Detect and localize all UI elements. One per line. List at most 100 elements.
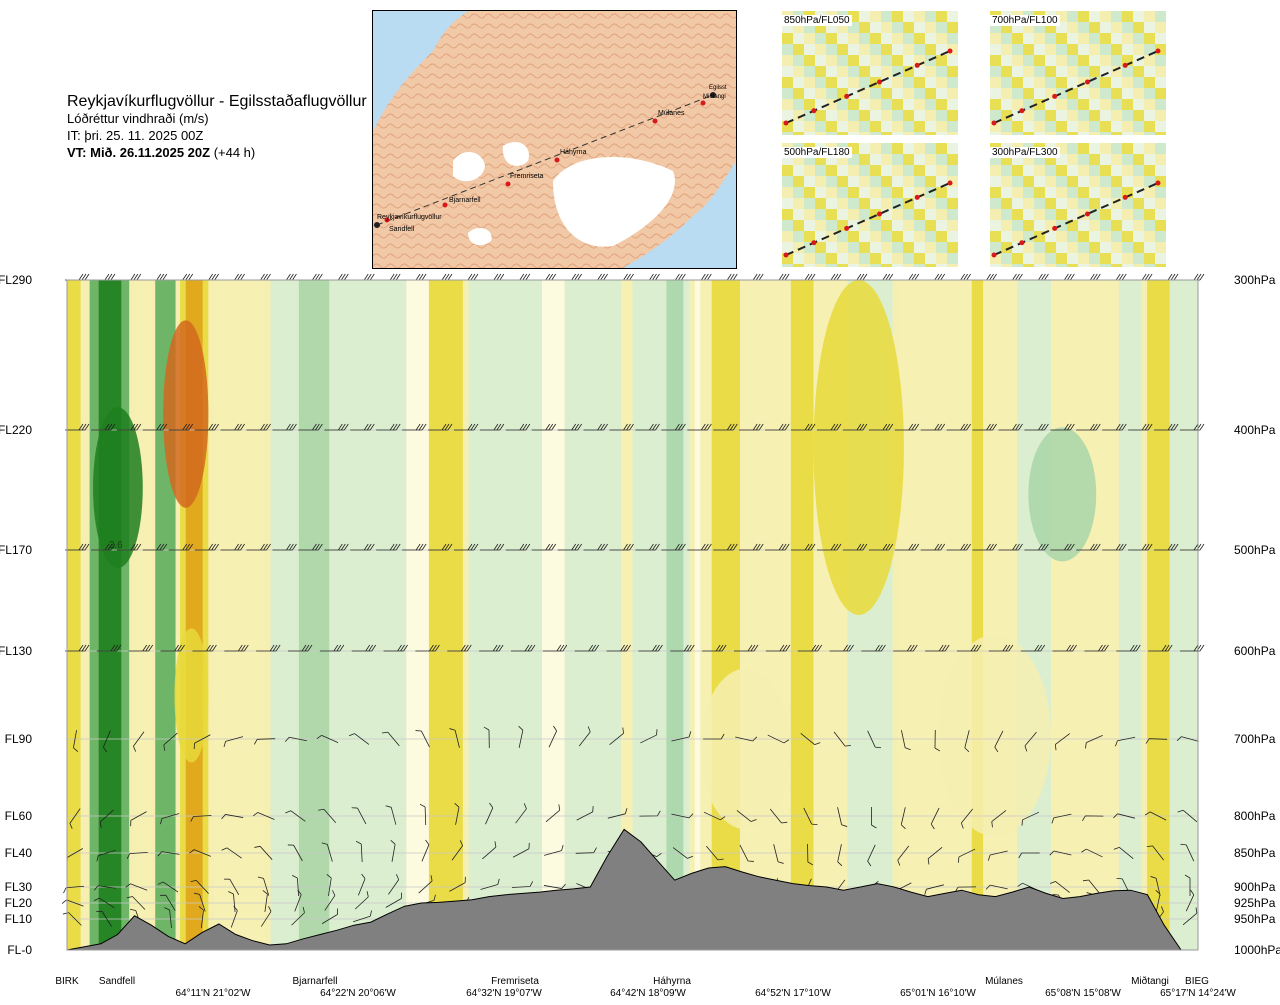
wind-barb: [128, 644, 154, 652]
mini-field-cell: [793, 132, 804, 135]
wind-barb: [142, 543, 168, 551]
mini-field-cell: [1144, 88, 1155, 99]
mini-field-cell: [848, 11, 859, 22]
mini-field-cell: [1034, 77, 1045, 88]
mini-field-cell: [870, 88, 881, 99]
mini-field-cell: [947, 209, 958, 220]
wind-barb: [638, 644, 663, 652]
pressure-level-label: 700hPa: [1234, 732, 1276, 746]
mini-field-cell: [815, 132, 826, 135]
wind-barb: [157, 851, 180, 857]
route-waypoint-label: Sandfell: [99, 976, 135, 987]
mini-field-cell: [1111, 220, 1122, 231]
mini-field-cell: [947, 231, 958, 242]
wind-barb: [557, 273, 583, 281]
wind-barb: [894, 543, 920, 551]
mini-field-cell: [1100, 264, 1111, 267]
mini-field-cell: [859, 44, 870, 55]
wind-barb: [829, 644, 854, 652]
wind-barb: [1084, 644, 1109, 652]
mini-field-cell: [859, 154, 870, 165]
mini-field-cell: [914, 154, 925, 165]
mini-field-cell: [1056, 176, 1067, 187]
mini-field-cell: [1078, 231, 1089, 242]
wind-barb: [298, 273, 323, 281]
wind-barb: [479, 273, 505, 281]
mini-field-cell: [936, 88, 947, 99]
mini-field-cell: [870, 198, 881, 209]
wind-barb: [285, 810, 306, 822]
wind-barb: [351, 644, 377, 652]
mini-field-cell: [793, 253, 804, 264]
mini-field-cell: [1023, 44, 1034, 55]
wind-barb: [272, 273, 297, 281]
wind-barb: [453, 543, 479, 551]
mini-field-cell: [848, 154, 859, 165]
mini-field-cell: [826, 88, 837, 99]
mini-route-waypoint: [1084, 79, 1090, 85]
waypoint-marker-sandfell: [384, 217, 390, 223]
mini-field-cell: [1034, 33, 1045, 44]
mini-field-cell: [1056, 187, 1067, 198]
mini-field-cell: [990, 88, 1001, 99]
mini-field-cell: [804, 231, 815, 242]
waypoint-label-egilsst: Egilsst: [709, 85, 727, 91]
mini-field-cell: [925, 231, 936, 242]
wind-barb: [350, 273, 375, 281]
mini-field-cell: [1045, 220, 1056, 231]
wind-barb: [894, 273, 920, 281]
flight-level-label: FL60: [5, 809, 33, 823]
mini-field-cell: [848, 264, 859, 267]
wind-barb: [376, 273, 401, 281]
mini-field-cell: [1100, 55, 1111, 66]
mini-field-cell: [1012, 264, 1023, 267]
mini-field-cell: [1056, 121, 1067, 132]
mini-field-cell: [903, 154, 914, 165]
mini-field-cell: [1067, 143, 1078, 154]
mini-field-cell: [990, 176, 1001, 187]
mini-field-cell: [1155, 242, 1166, 253]
mini-field-cell: [903, 264, 914, 267]
wind-barb: [998, 273, 1023, 281]
mini-field-cell: [892, 88, 903, 99]
wind-barb: [736, 810, 757, 822]
mini-field-cell: [1144, 110, 1155, 121]
field-band: [711, 280, 740, 950]
mini-field-cell: [870, 143, 881, 154]
mini-field-cell: [859, 132, 870, 135]
wind-barb: [102, 730, 111, 753]
pressure-level-label: 400hPa: [1234, 423, 1276, 437]
mini-field-cell: [1133, 88, 1144, 99]
mini-field-cell: [925, 253, 936, 264]
mini-field-cell: [1056, 143, 1067, 154]
mini-field-cell: [925, 11, 936, 22]
mini-field-cell: [1023, 132, 1034, 135]
wind-barb: [998, 543, 1023, 551]
mini-panel-300-map: [990, 143, 1166, 267]
mini-field-cell: [1001, 132, 1012, 135]
mini-field-cell: [1155, 165, 1166, 176]
mini-field-cell: [936, 55, 947, 66]
valid-time-main: VT: Mið. 26.11.2025 20Z: [67, 145, 211, 160]
mini-route-waypoint: [914, 194, 920, 200]
mini-field-cell: [782, 121, 793, 132]
wind-barb: [1076, 543, 1101, 551]
mini-field-cell: [1001, 231, 1012, 242]
wind-barb: [927, 847, 943, 865]
mini-field-cell: [881, 220, 892, 231]
mini-field-cell: [1012, 176, 1023, 187]
mini-field-cell: [870, 220, 881, 231]
mini-field-cell: [1056, 33, 1067, 44]
wind-barb: [272, 423, 297, 431]
mini-field-cell: [1111, 143, 1122, 154]
mini-field-cell: [1100, 44, 1111, 55]
mini-field-cell: [936, 231, 947, 242]
mini-field-cell: [1100, 88, 1111, 99]
mini-field-cell: [815, 121, 826, 132]
mini-field-cell: [859, 165, 870, 176]
wind-barb: [96, 910, 112, 927]
wind-barb: [1082, 815, 1104, 822]
wind-barb: [842, 423, 868, 431]
pressure-level-label: 850hPa: [1234, 846, 1276, 860]
mini-field-cell: [782, 77, 793, 88]
